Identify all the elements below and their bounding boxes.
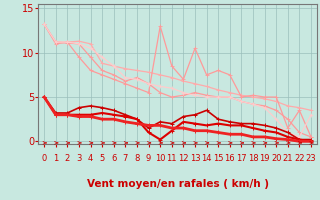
X-axis label: Vent moyen/en rafales ( km/h ): Vent moyen/en rafales ( km/h ) bbox=[87, 179, 268, 189]
